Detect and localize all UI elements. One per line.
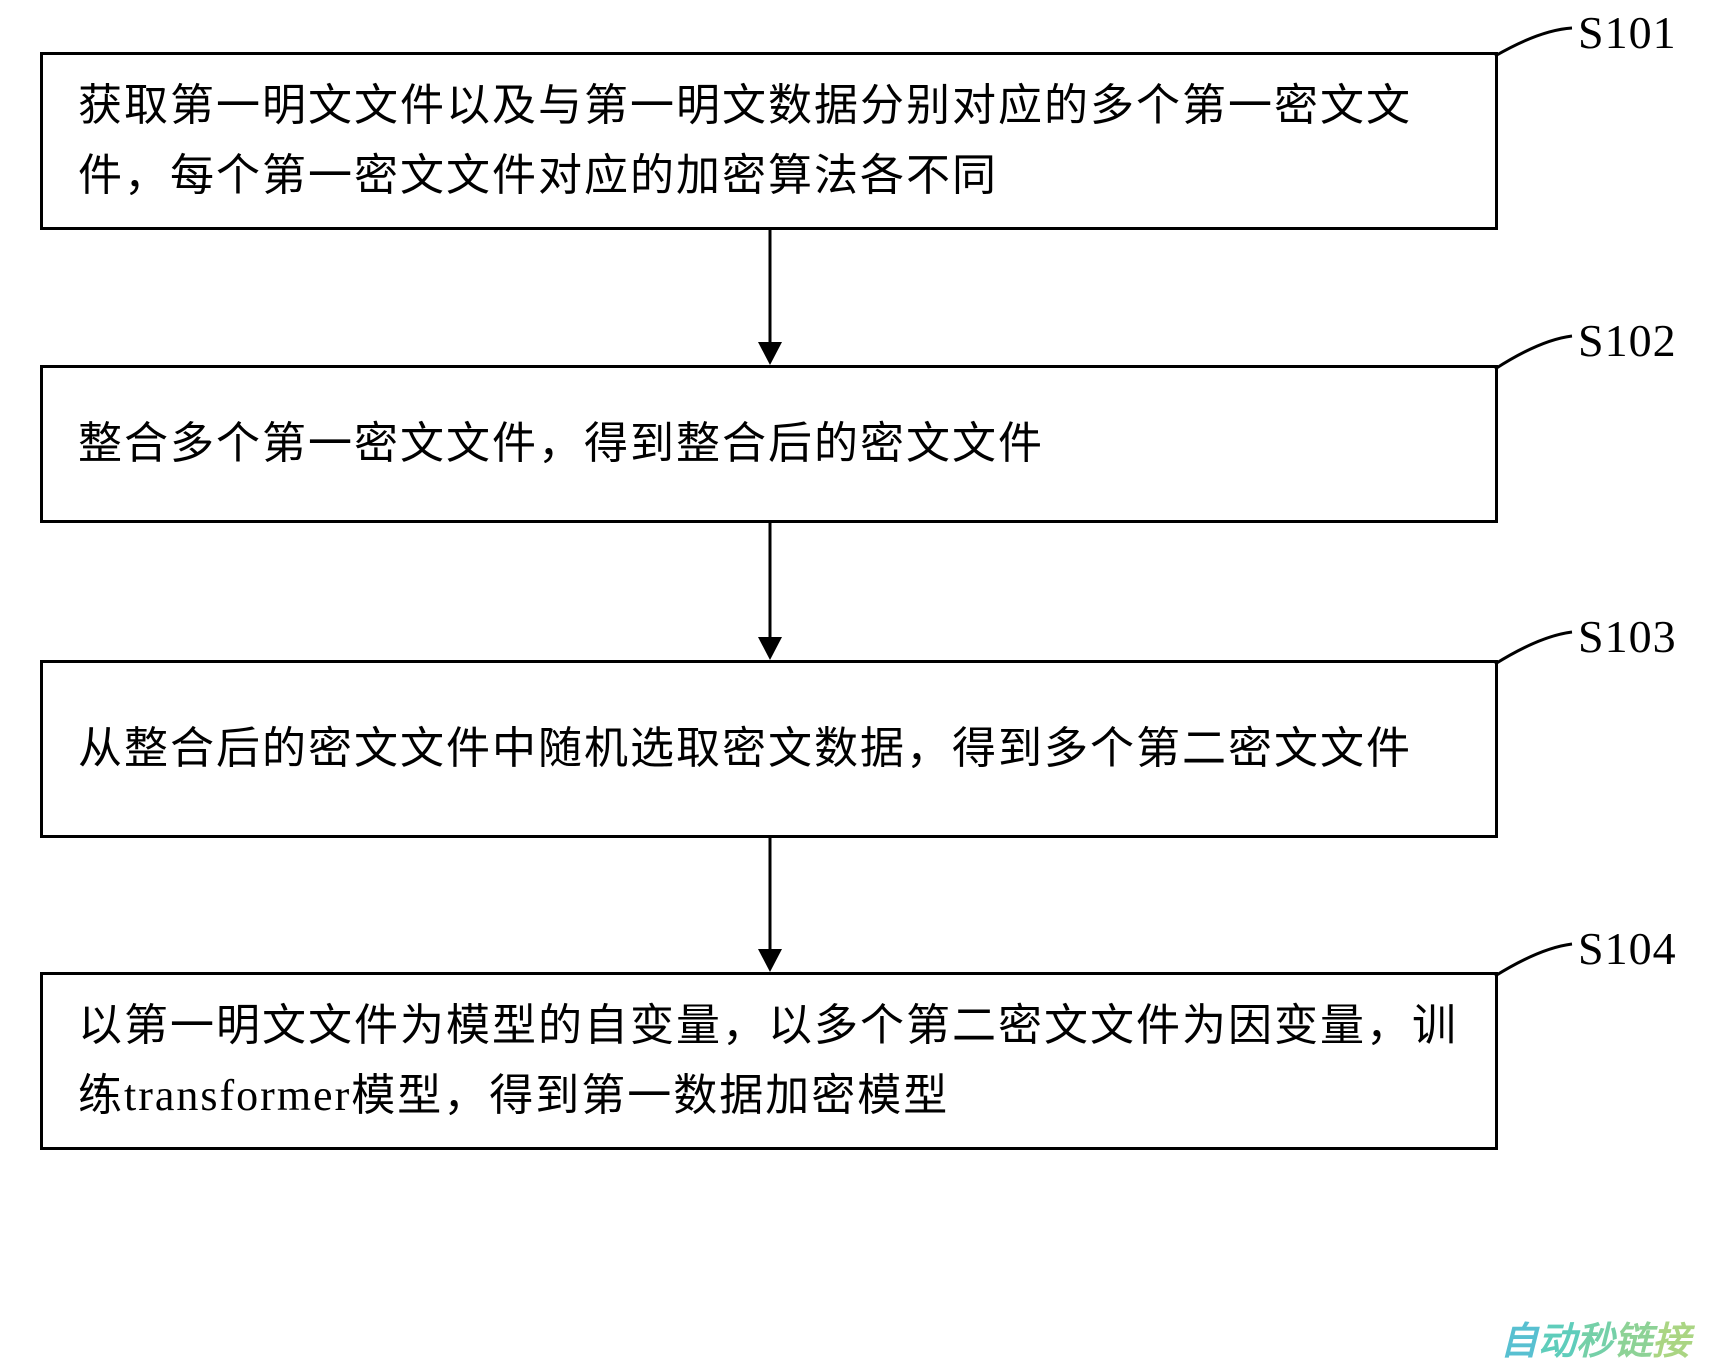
- leader-s104: [0, 0, 1723, 1355]
- watermark-text: 自动秒链接: [1500, 1310, 1690, 1365]
